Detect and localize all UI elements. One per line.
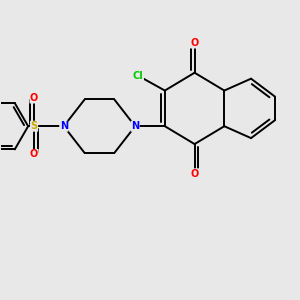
- Text: Cl: Cl: [133, 71, 143, 81]
- Text: N: N: [60, 121, 68, 131]
- Text: O: O: [190, 169, 199, 179]
- Text: O: O: [30, 149, 38, 160]
- Text: O: O: [30, 93, 38, 103]
- Text: O: O: [190, 38, 199, 48]
- Text: S: S: [31, 121, 38, 131]
- Text: N: N: [131, 121, 139, 131]
